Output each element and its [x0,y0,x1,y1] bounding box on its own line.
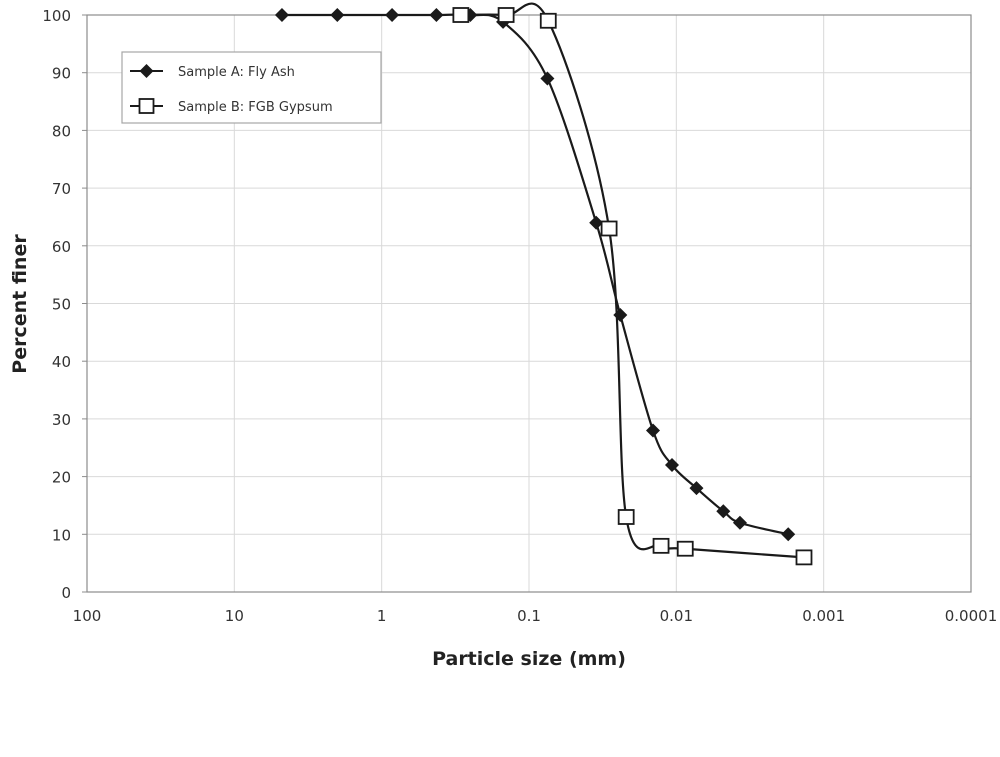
x-axis-title: Particle size (mm) [432,648,626,670]
x-tick-label: 100 [73,607,102,625]
x-axis-ticks: 100 10 1 0.1 0.01 0.001 0.0001 [73,607,998,625]
square-marker [539,12,557,29]
legend-box [121,51,382,124]
square-marker [497,7,515,23]
square-marker [600,220,618,237]
diamond-marker [330,8,345,22]
y-tick-label: 60 [52,238,71,256]
diamond-marker [385,8,400,22]
y-tick-label: 80 [52,122,71,140]
legend-label-sample-b: Sample B: FGB Gypsum [178,100,333,115]
y-tick-label: 30 [52,411,71,429]
square-marker [617,509,635,525]
x-tick-label: 0.1 [517,607,541,625]
diamond-marker-icon [139,64,154,78]
diamond-marker [781,527,796,542]
x-tick-label: 0.01 [660,607,693,625]
series-sample-a [274,8,796,542]
y-tick-label: 50 [52,296,71,314]
square-marker [452,7,470,23]
legend-item-sample-b: Sample B: FGB Gypsum [130,98,333,115]
data-series [274,2,813,566]
diamond-marker [274,8,289,22]
x-tick-label: 0.0001 [945,607,998,625]
diamond-marker [540,71,555,86]
y-tick-label: 20 [52,469,71,487]
y-tick-label: 100 [42,7,71,25]
diamond-marker [613,308,628,323]
square-marker [676,540,694,557]
x-tick-label: 10 [225,607,244,625]
gridlines [87,15,971,592]
x-tick-label: 0.001 [802,607,845,625]
diamond-marker [429,8,444,22]
diamond-marker [665,458,680,473]
y-tick-label: 40 [52,353,71,371]
y-tick-label: 0 [61,584,71,602]
square-marker-icon [138,98,155,114]
square-marker [652,537,670,554]
legend-label-sample-a: Sample A: Fly Ash [178,65,295,80]
x-tick-label: 1 [377,607,387,625]
y-tick-label: 10 [52,526,71,544]
diamond-marker [589,215,604,230]
y-axis-title: Percent finer [9,234,31,374]
diamond-marker [732,515,747,530]
series-sample-b [452,2,813,566]
y-tick-label: 70 [52,180,71,198]
square-marker [795,549,813,566]
diamond-marker [689,481,704,496]
y-tick-label: 90 [52,65,71,83]
legend-item-sample-a: Sample A: Fly Ash [130,64,295,80]
diamond-marker [716,504,731,519]
y-axis-ticks: 0 10 20 30 40 50 60 70 80 90 100 [42,7,87,602]
legend: Sample A: Fly Ash Sample B: FGB Gypsum [121,51,382,124]
diamond-marker [646,423,661,438]
